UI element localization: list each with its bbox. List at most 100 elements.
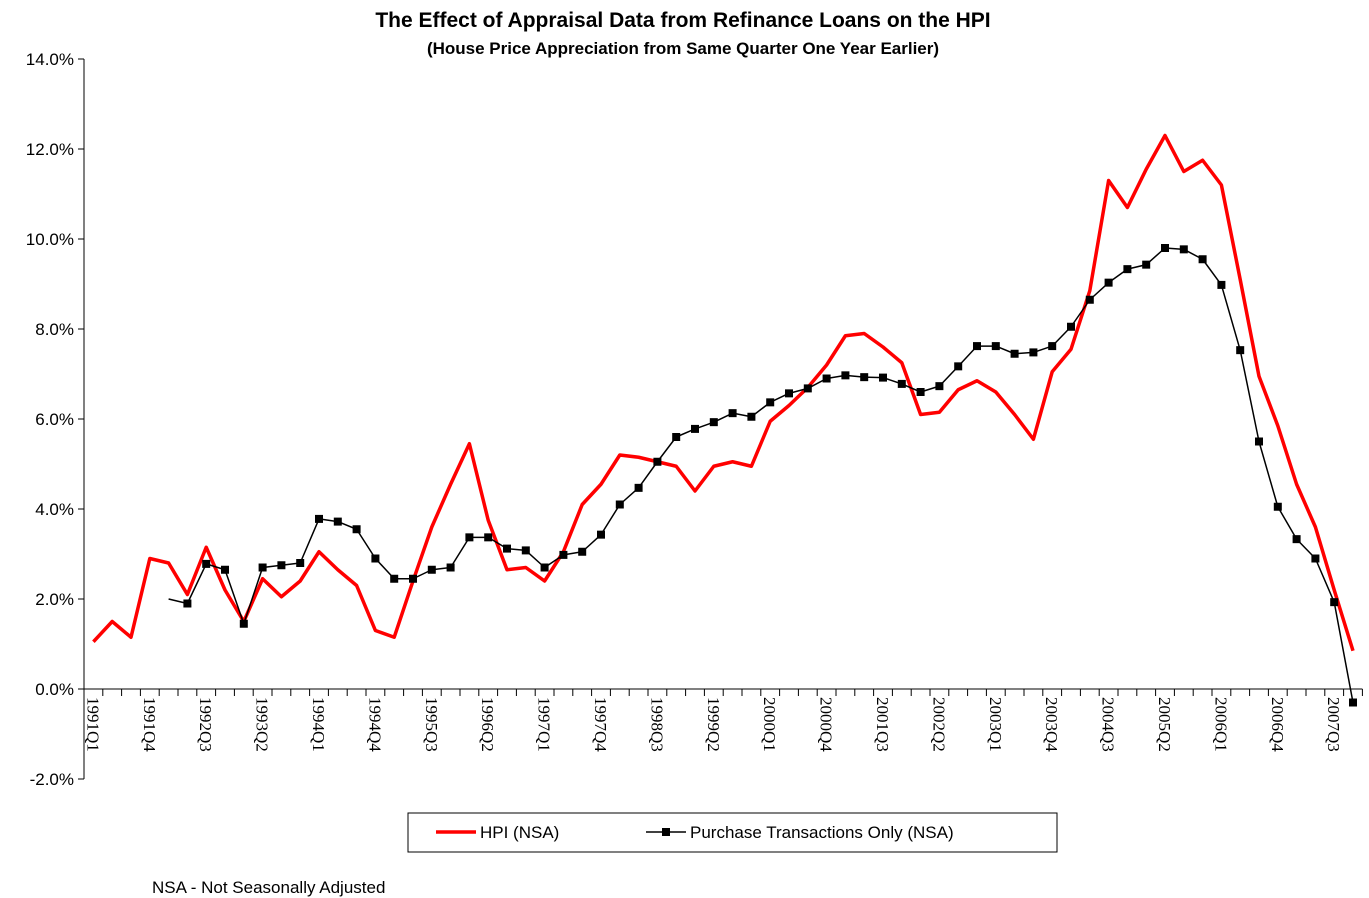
series-marker [315,514,323,523]
series-marker [239,619,248,628]
series-marker [728,409,737,418]
x-tick-label: 2002Q2 [929,697,948,752]
legend-label: Purchase Transactions Only (NSA) [690,823,954,842]
x-tick-label: 2000Q1 [760,697,779,752]
x-tick-label: 2006Q4 [1268,697,1287,752]
series-marker [822,374,831,383]
series-marker [1123,265,1132,274]
series-marker [1085,295,1094,304]
series-marker [1029,348,1038,357]
series-marker [1010,349,1019,358]
series-marker [1179,245,1188,254]
series-marker [540,563,549,572]
series-marker [1292,535,1301,544]
series-marker [860,373,869,382]
series-marker [1330,598,1339,607]
x-tick-label: 1994Q4 [365,697,384,752]
series-marker [935,382,944,391]
series-marker [653,457,662,466]
series-marker [1104,278,1113,287]
series-marker [747,412,756,421]
x-tick-label: 2003Q4 [1042,697,1061,752]
series-marker [446,563,455,572]
x-tick-label: 1999Q2 [704,697,723,752]
chart-subtitle: (House Price Appreciation from Same Quar… [427,39,939,58]
series-marker [916,388,925,396]
series-marker [352,525,361,534]
series-marker [803,384,812,393]
series-marker [296,559,305,567]
series-marker [202,559,211,568]
series-marker [521,546,530,555]
y-tick-label: 4.0% [35,500,74,519]
series-marker [371,554,380,563]
series-marker [1198,255,1207,264]
series-marker [634,483,643,492]
x-tick-label: 1998Q3 [647,697,666,752]
series-marker [258,563,267,572]
y-tick-label: 12.0% [26,140,74,159]
y-tick-label: 2.0% [35,590,74,609]
series-marker [897,379,906,388]
series-marker [390,574,399,583]
y-tick-label: 0.0% [35,680,74,699]
series-marker [991,342,1000,351]
series-marker [333,517,342,526]
y-tick-label: 10.0% [26,230,74,249]
x-tick-label: 1997Q1 [535,697,554,752]
x-tick-label: 1996Q2 [478,697,497,752]
y-tick-label: 6.0% [35,410,74,429]
series-marker [277,561,286,570]
series-marker [691,424,699,433]
x-tick-label: 1993Q2 [253,697,272,752]
series-line [92,133,1355,652]
series-marker [615,500,624,509]
series-marker [427,565,436,574]
series-marker [1161,244,1169,252]
series-marker [973,342,981,351]
chart-title: The Effect of Appraisal Data from Refina… [375,9,990,32]
legend-label: HPI (NSA) [480,823,559,842]
series-marker [672,433,681,441]
series-marker [1048,342,1057,351]
series-marker [879,373,887,382]
series-marker [1273,502,1282,511]
x-tick-label: 1992Q3 [196,697,215,752]
x-tick-label: 1991Q4 [140,697,159,752]
x-tick-label: 2000Q4 [817,697,836,752]
y-tick-label: -2.0% [30,770,74,789]
x-tick-label: 2004Q3 [1099,697,1118,752]
series-marker [954,362,963,371]
x-tick-label: 1997Q4 [591,697,610,752]
legend-marker [662,828,670,836]
series-marker [503,544,511,553]
x-tick-label: 2005Q2 [1155,697,1174,752]
series-marker [841,371,850,380]
series-marker [183,599,192,608]
series-marker [597,530,605,539]
series-line [168,247,1354,703]
legend-box [407,812,1058,853]
series-marker [484,533,493,542]
x-tick-label: 2007Q3 [1324,697,1343,752]
series-marker [559,550,568,559]
x-tick-label: 1995Q3 [422,697,441,752]
x-tick-label: 2003Q1 [986,697,1005,752]
footnote: NSA - Not Seasonally Adjusted [152,878,385,897]
series-marker [1311,554,1320,563]
series-marker [409,574,417,583]
series-marker [709,418,718,427]
series-marker [1349,698,1357,707]
x-tick-label: 1991Q1 [83,697,102,752]
series-marker [221,565,229,574]
x-tick-label: 2001Q3 [873,697,892,752]
series-marker [785,389,793,398]
series-marker [1067,322,1075,331]
series-marker [766,398,775,407]
y-tick-label: 8.0% [35,320,74,339]
series-marker [1217,280,1226,289]
series-marker [1255,437,1263,446]
x-tick-label: 2006Q1 [1211,697,1230,752]
series-marker [578,547,587,556]
